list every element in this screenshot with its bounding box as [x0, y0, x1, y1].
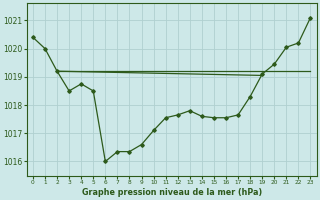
X-axis label: Graphe pression niveau de la mer (hPa): Graphe pression niveau de la mer (hPa) — [82, 188, 262, 197]
